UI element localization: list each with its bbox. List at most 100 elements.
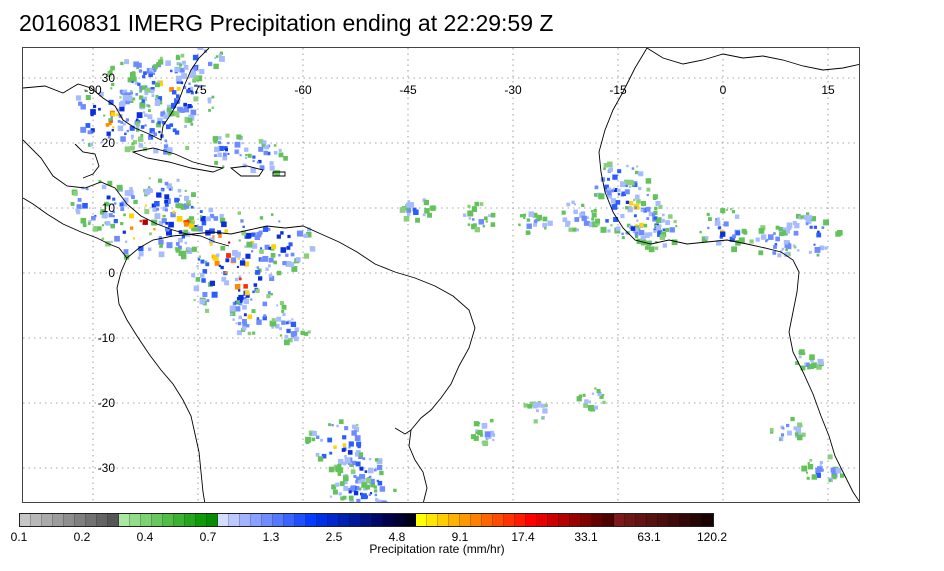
precip-cell: [98, 107, 101, 111]
precip-cell: [128, 92, 132, 96]
precip-cell: [241, 142, 244, 145]
precip-cell: [126, 95, 133, 102]
precip-cell: [786, 225, 792, 231]
precip-cell: [235, 306, 241, 312]
precip-cell: [634, 232, 639, 236]
precip-cell: [648, 232, 653, 237]
precip-cell: [335, 482, 340, 487]
precip-cell: [578, 394, 582, 398]
precip-cell: [231, 257, 237, 263]
precip-cell: [574, 217, 580, 222]
precip-cell: [120, 136, 126, 142]
precip-cell: [701, 236, 708, 243]
colorbar-swatch: [548, 514, 559, 526]
precip-cell: [607, 193, 613, 199]
precip-cell: [732, 234, 736, 239]
precip-cell: [368, 457, 372, 461]
precip-cell: [488, 214, 491, 217]
colorbar-swatch: [658, 514, 669, 526]
precip-cell: [619, 181, 626, 187]
precip-cell: [246, 232, 252, 239]
precip-cell: [276, 316, 282, 322]
precip-cell: [136, 112, 143, 118]
map-canvas[interactable]: -90 -75 -60 -45 -30 -15 0 15 30 20 10 0 -10 -20 -30: [23, 48, 860, 503]
precip-cell: [374, 489, 378, 493]
precip-cell: [208, 61, 213, 67]
precip-cell: [805, 222, 809, 226]
colorbar-swatch: [130, 514, 141, 526]
precip-region-west-africa: [590, 161, 673, 246]
precip-cell: [223, 146, 228, 151]
precip-cell: [201, 220, 207, 226]
precip-cell: [817, 358, 824, 365]
precip-cell: [478, 422, 481, 425]
colorbar-swatch: [163, 514, 174, 526]
precip-cell: [123, 213, 126, 217]
colorbar-swatch: [537, 514, 548, 526]
precip-cell: [468, 217, 472, 220]
precip-cell: [108, 213, 113, 218]
precip-cell: [108, 118, 112, 122]
colorbar-swatch: [273, 514, 284, 526]
colorbar-swatch: [526, 514, 537, 526]
precip-cell: [490, 418, 494, 423]
precip-cell: [194, 84, 198, 87]
precip-cell: [133, 199, 138, 205]
precip-cell: [183, 229, 189, 235]
colorbar-swatch: [20, 514, 31, 526]
precip-cell: [361, 482, 367, 488]
precip-cell: [661, 218, 665, 223]
precip-cell: [792, 244, 796, 247]
precip-cell: [315, 453, 320, 457]
precip-cell: [374, 493, 378, 497]
precip-cell: [646, 193, 649, 197]
precip-cell: [407, 200, 411, 203]
precip-cell: [655, 225, 661, 231]
precip-cell: [164, 194, 170, 200]
precip-cell: [311, 430, 317, 437]
precip-cell: [199, 84, 203, 88]
precip-cell: [542, 222, 548, 228]
precip-cell: [177, 188, 182, 193]
precip-cell: [800, 215, 804, 219]
precip-cell: [328, 423, 331, 427]
precip-cell: [129, 187, 133, 191]
precip-cell: [110, 112, 116, 117]
precip-cell: [479, 202, 484, 206]
precip-cell: [615, 200, 621, 205]
colorbar-swatch: [570, 514, 581, 526]
precip-cell: [645, 206, 651, 212]
precip-cell: [408, 202, 414, 208]
precip-cell: [626, 223, 631, 228]
precip-cell: [178, 99, 181, 102]
map-panel[interactable]: -90 -75 -60 -45 -30 -15 0 15 30 20 10 0 -10 -20 -30: [22, 47, 860, 503]
precip-cell: [719, 235, 723, 239]
precip-cell: [283, 156, 288, 161]
precip-cell: [332, 489, 338, 495]
colorbar-swatch: [647, 514, 658, 526]
lat-label: 20: [102, 136, 116, 150]
precip-cell: [85, 95, 91, 100]
precip-cell: [293, 336, 299, 342]
precip-cell: [364, 495, 368, 499]
precip-cell: [640, 236, 646, 242]
precip-cell: [632, 183, 636, 186]
precip-cell: [779, 227, 782, 230]
precip-cell: [337, 459, 344, 465]
precip-cell: [374, 468, 377, 472]
precip-cell: [124, 89, 128, 93]
precip-cell: [243, 313, 247, 317]
precip-cell: [172, 210, 176, 214]
precip-cell: [213, 216, 219, 221]
precip-cell: [164, 139, 168, 143]
precip-cell: [238, 315, 242, 320]
precip-cell: [132, 97, 136, 101]
precip-cell: [353, 490, 359, 496]
precip-cell: [377, 480, 383, 486]
precip-cell: [158, 239, 164, 245]
lat-label: 10: [102, 201, 116, 215]
precip-cell: [234, 284, 241, 290]
precip-cell: [218, 234, 222, 238]
precip-cell: [630, 226, 636, 231]
precip-cell: [176, 94, 180, 98]
